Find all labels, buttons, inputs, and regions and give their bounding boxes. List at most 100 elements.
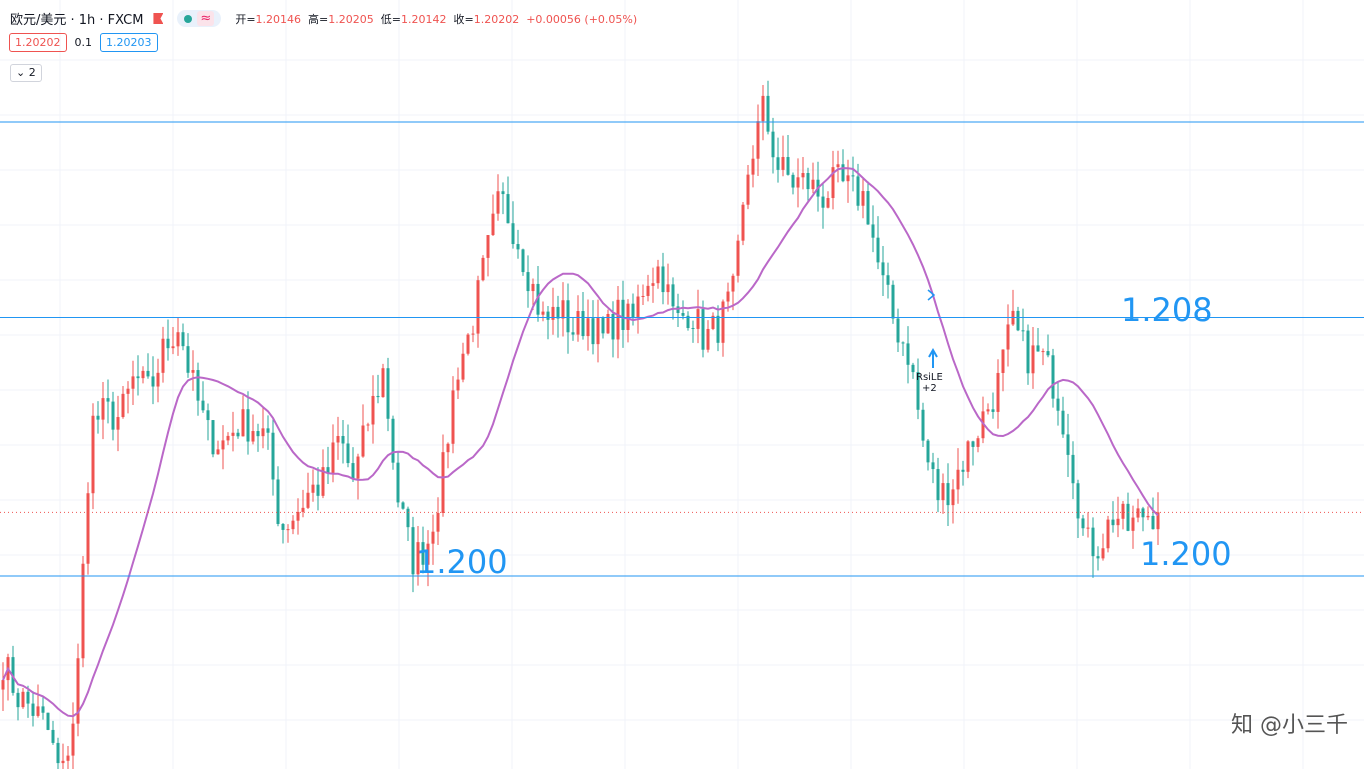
candle-body <box>221 440 225 450</box>
candle-body <box>421 542 425 565</box>
candle-body <box>891 284 895 319</box>
candle-body <box>321 467 325 496</box>
candle-body <box>501 191 505 195</box>
collapse-indicators-button[interactable]: ⌄ 2 <box>10 64 42 82</box>
candle-body <box>361 425 365 457</box>
candle-body <box>561 300 565 319</box>
candle-body <box>826 198 830 208</box>
candle-body <box>786 157 790 175</box>
candle-body <box>666 284 670 293</box>
candle-body <box>721 301 725 343</box>
candle-body <box>436 512 440 532</box>
strategy-arrow-right-icon <box>927 289 936 301</box>
candle-body <box>106 398 110 402</box>
candle-body <box>776 157 780 170</box>
candle-body <box>81 563 85 659</box>
candle-body <box>96 415 100 420</box>
candle-body <box>861 191 865 206</box>
candle-body <box>1021 330 1025 332</box>
candle-body <box>696 309 700 329</box>
candle-body <box>566 300 570 333</box>
candle-body <box>1036 345 1040 352</box>
candle-body <box>626 303 630 330</box>
candle-body <box>171 346 175 349</box>
candle-body <box>1071 454 1075 484</box>
candle-body <box>336 436 340 443</box>
candle-body <box>991 409 995 412</box>
candle-body <box>236 432 240 437</box>
candle-body <box>1101 548 1105 559</box>
candle-body <box>126 388 130 394</box>
strategy-marker: RsiLE +2 <box>916 372 943 394</box>
candle-body <box>711 315 715 329</box>
strategy-name: RsiLE <box>916 372 943 383</box>
candle-body <box>571 332 575 335</box>
level-label-1208[interactable]: 1.208 <box>1121 291 1213 329</box>
close-label: 收= <box>453 12 474 26</box>
candle-body <box>406 508 410 528</box>
candle-body <box>1066 434 1070 455</box>
candle-body <box>746 174 750 205</box>
candle-body <box>326 467 330 473</box>
candle-body <box>291 520 295 530</box>
strategy-arrow-up-icon <box>928 347 938 368</box>
candle-body <box>1146 515 1150 518</box>
candle-body <box>226 435 230 441</box>
candle-body <box>541 311 545 315</box>
candle-body <box>101 398 105 420</box>
candle-body <box>1116 518 1120 526</box>
sell-button[interactable]: 1.20202 <box>9 33 67 52</box>
candle-body <box>581 311 585 337</box>
level-label-1200-left[interactable]: 1.200 <box>416 543 508 581</box>
candle-body <box>146 370 150 377</box>
candle-body <box>751 158 755 175</box>
candle-body <box>331 442 335 473</box>
candle-body <box>671 284 675 307</box>
candle-body <box>176 332 180 347</box>
candle-body <box>926 440 930 463</box>
candle-body <box>661 266 665 293</box>
candle-body <box>901 342 905 344</box>
candle-body <box>931 462 935 470</box>
candle-body <box>641 295 645 297</box>
candle-body <box>551 306 555 320</box>
candle-body <box>181 332 185 347</box>
candle-body <box>636 296 640 318</box>
candle-body <box>906 343 910 365</box>
candle-body <box>116 417 120 430</box>
change-value: +0.00056 (+0.05%) <box>526 12 638 26</box>
candle-body <box>21 691 25 708</box>
candle-body <box>301 507 305 512</box>
candle-body <box>616 299 620 340</box>
level-label-1200-right[interactable]: 1.200 <box>1140 535 1232 573</box>
candle-body <box>706 328 710 350</box>
candle-body <box>811 179 815 190</box>
symbol-title[interactable]: 欧元/美元 · 1h · FXCM <box>10 13 144 28</box>
candle-body <box>646 285 650 296</box>
candle-body <box>136 376 140 379</box>
candle-body <box>381 368 385 398</box>
candle-body <box>426 543 430 565</box>
candle-body <box>131 376 135 389</box>
candle-body <box>1151 515 1155 530</box>
strategy-qty: +2 <box>922 383 937 394</box>
candle-body <box>36 706 40 716</box>
candle-body <box>846 175 850 182</box>
wave-icon: ≈ <box>197 11 215 26</box>
status-pill[interactable]: ≈ <box>177 10 222 27</box>
candle-body <box>1016 310 1020 331</box>
candle-body <box>1106 519 1110 549</box>
flag-icon[interactable] <box>153 13 164 24</box>
candle-body <box>356 456 360 479</box>
candle-body <box>601 317 605 334</box>
candle-body <box>461 353 465 380</box>
candle-body <box>886 275 890 285</box>
buy-button[interactable]: 1.20203 <box>100 33 158 52</box>
candle-body <box>1006 324 1010 350</box>
candle-body <box>956 469 960 490</box>
candle-body <box>491 213 495 236</box>
candle-body <box>791 174 795 188</box>
candle-body <box>621 299 625 330</box>
candle-body <box>441 452 445 513</box>
